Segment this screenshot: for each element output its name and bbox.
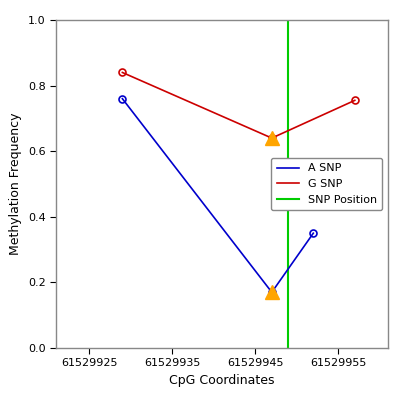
- Legend: A SNP, G SNP, SNP Position: A SNP, G SNP, SNP Position: [271, 158, 382, 210]
- X-axis label: CpG Coordinates: CpG Coordinates: [169, 374, 275, 387]
- A SNP: [269, 290, 274, 295]
- G SNP: [120, 70, 125, 75]
- Y-axis label: Methylation Frequency: Methylation Frequency: [9, 113, 22, 255]
- G SNP: [269, 136, 274, 140]
- A SNP: [120, 96, 125, 101]
- A SNP: [311, 231, 316, 236]
- G SNP: [352, 98, 357, 103]
- Line: G SNP: G SNP: [119, 69, 358, 142]
- Line: A SNP: A SNP: [119, 95, 317, 296]
